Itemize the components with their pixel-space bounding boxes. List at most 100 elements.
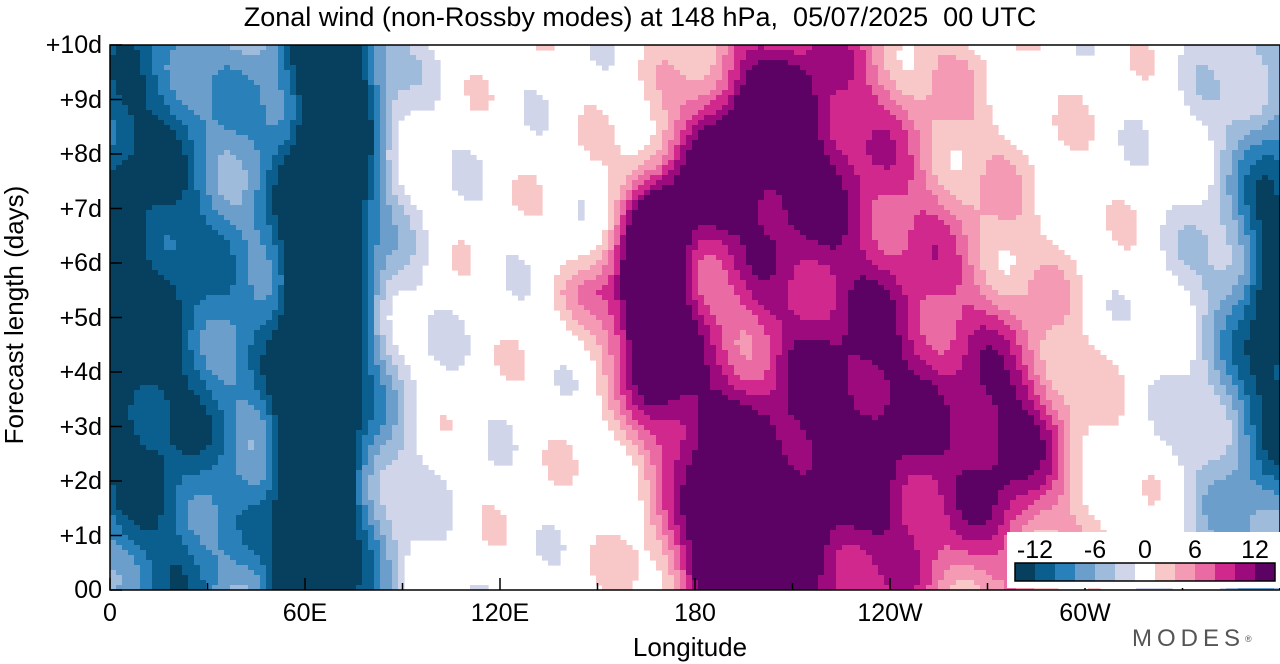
field-cell: [260, 205, 267, 211]
field-cell: [704, 120, 711, 126]
field-cell: [260, 70, 267, 76]
field-cell: [914, 65, 921, 71]
field-cell: [734, 175, 741, 181]
field-cell: [884, 115, 891, 121]
field-cell: [722, 140, 729, 146]
field-cell: [362, 225, 369, 231]
field-cell: [776, 95, 783, 101]
field-cell: [752, 180, 759, 186]
field-cell: [308, 105, 315, 111]
field-cell: [398, 75, 405, 81]
field-cell: [374, 160, 381, 166]
field-cell: [290, 165, 297, 171]
field-cell: [836, 110, 843, 116]
field-cell: [1214, 220, 1221, 226]
field-cell: [284, 45, 291, 51]
field-cell: [962, 165, 969, 171]
field-cell: [1028, 180, 1035, 186]
field-cell: [296, 160, 303, 166]
field-cell: [800, 160, 807, 166]
field-cell: [866, 105, 873, 111]
field-cell: [188, 90, 195, 96]
field-cell: [188, 45, 195, 51]
field-cell: [596, 60, 603, 66]
field-cell: [908, 135, 915, 141]
field-cell: [650, 140, 657, 146]
field-cell: [1208, 105, 1215, 111]
field-cell: [116, 215, 123, 221]
field-cell: [212, 180, 219, 186]
field-cell: [242, 50, 249, 56]
field-cell: [194, 70, 201, 76]
field-cell: [296, 70, 303, 76]
field-cell: [272, 145, 279, 151]
field-cell: [914, 115, 921, 121]
field-cell: [980, 140, 987, 146]
field-cell: [290, 45, 297, 51]
field-cell: [1082, 120, 1089, 126]
field-cell: [242, 125, 249, 131]
field-cell: [644, 45, 651, 51]
field-cell: [344, 145, 351, 151]
field-cell: [914, 95, 921, 101]
field-cell: [902, 170, 909, 176]
field-cell: [326, 105, 333, 111]
field-cell: [806, 90, 813, 96]
field-cell: [380, 45, 387, 51]
field-cell: [926, 190, 933, 196]
field-cell: [1238, 165, 1245, 171]
field-cell: [428, 85, 435, 91]
field-cell: [320, 160, 327, 166]
field-cell: [272, 125, 279, 131]
field-cell: [1220, 215, 1227, 221]
field-cell: [212, 120, 219, 126]
field-cell: [380, 105, 387, 111]
field-cell: [1130, 140, 1137, 146]
field-cell: [236, 140, 243, 146]
field-cell: [158, 105, 165, 111]
field-cell: [926, 165, 933, 171]
field-cell: [392, 90, 399, 96]
field-cell: [260, 110, 267, 116]
field-cell: [272, 95, 279, 101]
field-cell: [320, 75, 327, 81]
field-cell: [752, 190, 759, 196]
field-cell: [674, 120, 681, 126]
field-cell: [632, 175, 639, 181]
field-cell: [626, 205, 633, 211]
field-cell: [1148, 50, 1155, 56]
field-cell: [914, 55, 921, 61]
field-cell: [356, 135, 363, 141]
field-cell: [152, 50, 159, 56]
field-cell: [956, 80, 963, 86]
field-cell: [1244, 215, 1251, 221]
field-cell: [920, 60, 927, 66]
field-cell: [170, 100, 177, 106]
field-cell: [818, 95, 825, 101]
field-cell: [386, 145, 393, 151]
field-cell: [1052, 115, 1059, 121]
field-cell: [1268, 45, 1275, 51]
field-cell: [680, 90, 687, 96]
field-cell: [1244, 80, 1251, 86]
field-cell: [932, 50, 939, 56]
field-cell: [788, 135, 795, 141]
field-cell: [608, 215, 615, 221]
field-cell: [194, 100, 201, 106]
field-cell: [656, 215, 663, 221]
field-cell: [662, 130, 669, 136]
field-cell: [974, 100, 981, 106]
field-cell: [860, 120, 867, 126]
field-cell: [452, 155, 459, 161]
field-cell: [254, 75, 261, 81]
field-cell: [320, 110, 327, 116]
field-cell: [158, 215, 165, 221]
field-cell: [794, 160, 801, 166]
field-cell: [320, 145, 327, 151]
wind-field-heatmap: [110, 45, 1280, 590]
field-cell: [224, 55, 231, 61]
field-cell: [866, 135, 873, 141]
field-cell: [188, 170, 195, 176]
field-cell: [632, 210, 639, 216]
field-cell: [848, 45, 855, 51]
